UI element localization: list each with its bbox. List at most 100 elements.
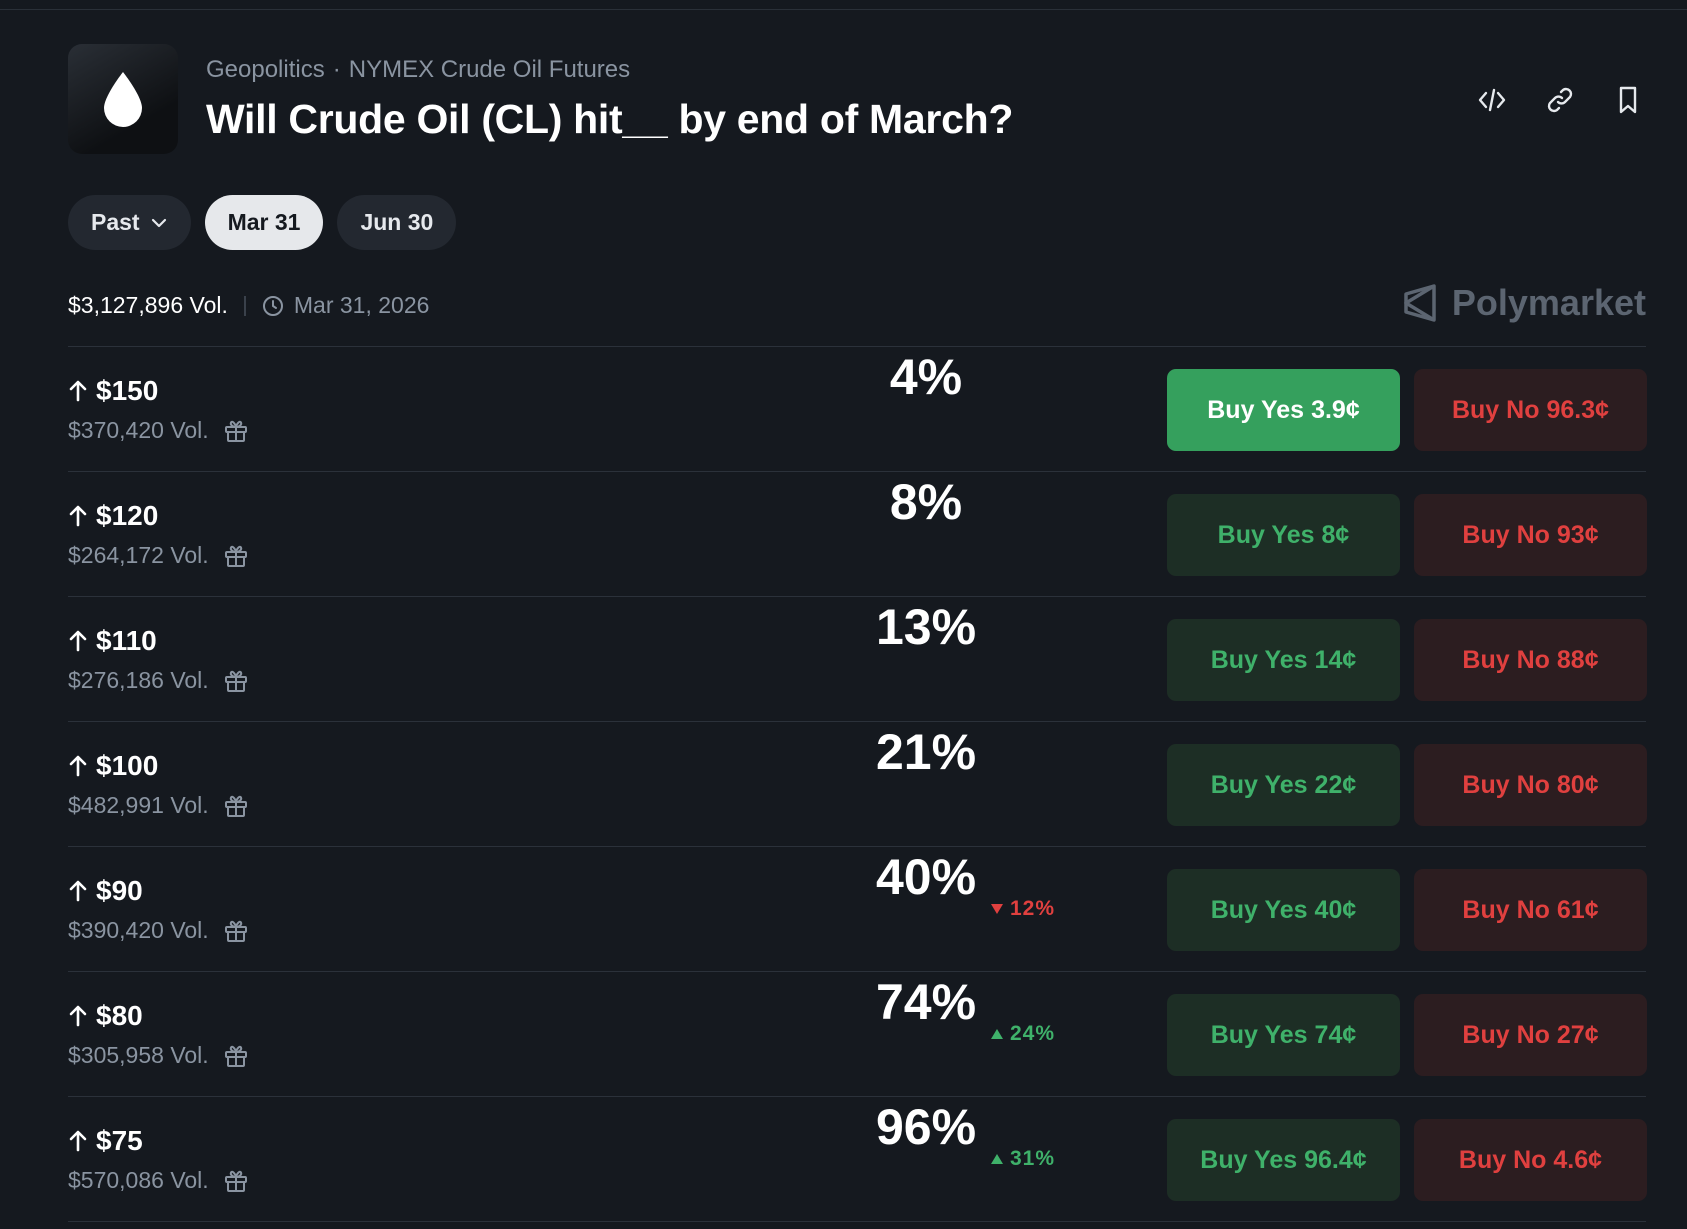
buy-no-button[interactable]: Buy No 4.6¢ <box>1414 1119 1647 1201</box>
strike-price: $150 <box>68 375 158 407</box>
buy-yes-button[interactable]: Buy Yes 14¢ <box>1167 619 1400 701</box>
probability-change: 31% <box>990 1147 1055 1171</box>
brand-name: Polymarket <box>1451 282 1646 323</box>
probability-value: 4% <box>889 349 963 405</box>
buy-no-label: Buy No <box>1458 1145 1547 1174</box>
arrow-up-icon <box>69 1005 87 1027</box>
rewards-button[interactable] <box>223 793 249 819</box>
rewards-button[interactable] <box>223 1168 249 1194</box>
oil-drop-icon <box>104 72 142 127</box>
probability-value: 13% <box>875 599 977 655</box>
strike-price-text: $120 <box>96 500 159 531</box>
buy-no-button[interactable]: Buy No 61¢ <box>1414 869 1647 951</box>
probability-value: 8% <box>889 474 963 530</box>
buy-yes-button[interactable]: Buy Yes 40¢ <box>1167 869 1400 951</box>
buy-yes-price: 74¢ <box>1314 1020 1357 1049</box>
outcome-row[interactable]: $75 $570,086 Vol. 96% 31% Buy Yes 96.4¢ Bu… <box>68 1097 1647 1222</box>
strike-price: $75 <box>68 1125 143 1157</box>
date-filter: Past Mar 31 Jun 30 <box>68 195 457 250</box>
buy-no-button[interactable]: Buy No 88¢ <box>1414 619 1647 701</box>
past-dropdown[interactable]: Past <box>68 195 191 250</box>
outcome-row[interactable]: $100 $482,991 Vol. 21% Buy Yes 22¢ Buy No… <box>68 722 1647 847</box>
gift-icon <box>224 795 247 817</box>
buy-yes-button[interactable]: Buy Yes 3.9¢ <box>1167 369 1400 451</box>
buy-yes-price: 8¢ <box>1321 520 1350 549</box>
buy-yes-button[interactable]: Buy Yes 8¢ <box>1167 494 1400 576</box>
bookmark-button[interactable] <box>1610 82 1646 118</box>
outcome-row[interactable]: $150 $370,420 Vol. 4% Buy Yes 3.9¢ Buy No… <box>68 347 1647 472</box>
date-pill-jun-30[interactable]: Jun 30 <box>337 195 457 250</box>
gift-icon <box>224 420 247 442</box>
buy-no-label: Buy No <box>1462 520 1550 549</box>
strike-price-text: $150 <box>96 375 159 406</box>
end-date: Mar 31, 2026 <box>262 292 430 319</box>
rewards-button[interactable] <box>223 418 249 444</box>
top-divider <box>0 9 1687 10</box>
gift-icon <box>224 545 247 567</box>
breadcrumb-separator: · <box>332 56 341 83</box>
strike-price: $80 <box>68 1000 143 1032</box>
buy-no-button[interactable]: Buy No 80¢ <box>1414 744 1647 826</box>
copy-link-button[interactable] <box>1542 82 1578 118</box>
strike-price-text: $80 <box>96 1000 143 1031</box>
probability-change-value: 31% <box>1010 1147 1056 1170</box>
outcome-volume-text: $482,991 Vol. <box>68 792 209 818</box>
buy-no-label: Buy No <box>1462 895 1550 924</box>
embed-button[interactable] <box>1474 82 1510 118</box>
rewards-button[interactable] <box>223 918 249 944</box>
buy-yes-button[interactable]: Buy Yes 74¢ <box>1167 994 1400 1076</box>
clock-icon <box>262 295 283 316</box>
bookmark-icon <box>1619 86 1637 114</box>
rewards-button[interactable] <box>223 543 249 569</box>
meta-divider <box>243 295 246 316</box>
strike-price: $120 <box>68 500 158 532</box>
triangle-up-icon <box>991 1154 1003 1164</box>
outcome-volume: $276,186 Vol. <box>68 667 249 694</box>
buy-yes-button[interactable]: Buy Yes 22¢ <box>1167 744 1400 826</box>
gift-icon <box>224 920 247 942</box>
page-title: Will Crude Oil (CL) hit__ by end of Marc… <box>206 96 1014 142</box>
outcome-volume-text: $305,958 Vol. <box>68 1042 209 1068</box>
outcome-row[interactable]: $110 $276,186 Vol. 13% Buy Yes 14¢ Buy No… <box>68 597 1647 722</box>
buy-no-button[interactable]: Buy No 96.3¢ <box>1414 369 1647 451</box>
probability-value: 96% <box>875 1099 977 1155</box>
arrow-up-icon <box>69 1130 87 1152</box>
buy-no-label: Buy No <box>1462 1020 1550 1049</box>
polymarket-logo-icon <box>1404 284 1436 322</box>
probability-value: 74% <box>875 974 977 1030</box>
buy-no-price: 96.3¢ <box>1546 395 1610 424</box>
gift-icon <box>224 1045 247 1067</box>
buy-yes-label: Buy Yes <box>1210 770 1308 799</box>
breadcrumb-subcategory[interactable]: NYMEX Crude Oil Futures <box>348 56 631 83</box>
outcome-row[interactable]: $120 $264,172 Vol. 8% Buy Yes 8¢ Buy No 93… <box>68 472 1647 597</box>
outcome-volume: $482,991 Vol. <box>68 792 249 819</box>
arrow-up-icon <box>69 630 87 652</box>
date-pill-mar-31[interactable]: Mar 31 <box>204 195 324 250</box>
buy-yes-button[interactable]: Buy Yes 96.4¢ <box>1167 1119 1400 1201</box>
outcome-volume: $305,958 Vol. <box>68 1042 249 1069</box>
outcome-row[interactable]: $80 $305,958 Vol. 74% 24% Buy Yes 74¢ Buy … <box>68 972 1647 1097</box>
buy-no-price: 80¢ <box>1556 770 1599 799</box>
buy-yes-price: 96.4¢ <box>1304 1145 1367 1174</box>
buy-no-label: Buy No <box>1462 645 1550 674</box>
outcome-row[interactable]: $90 $390,420 Vol. 40% 12% Buy Yes 40¢ Buy … <box>68 847 1647 972</box>
triangle-up-icon <box>991 1029 1003 1039</box>
buy-no-button[interactable]: Buy No 27¢ <box>1414 994 1647 1076</box>
buy-no-price: 27¢ <box>1556 1020 1599 1049</box>
end-date-text: Mar 31, 2026 <box>293 292 430 318</box>
buy-yes-label: Buy Yes <box>1210 1020 1308 1049</box>
arrow-up-icon <box>69 755 87 777</box>
buy-no-button[interactable]: Buy No 93¢ <box>1414 494 1647 576</box>
buy-yes-label: Buy Yes <box>1200 1145 1298 1174</box>
rewards-button[interactable] <box>223 1043 249 1069</box>
buy-yes-label: Buy Yes <box>1207 395 1305 424</box>
buy-no-label: Buy No <box>1462 770 1550 799</box>
market-logo <box>68 44 178 154</box>
buy-no-price: 93¢ <box>1556 520 1599 549</box>
market-meta: $3,127,896 Vol. Mar 31, 2026 <box>68 292 429 319</box>
buy-yes-price: 14¢ <box>1314 645 1357 674</box>
buy-no-price: 4.6¢ <box>1553 1145 1603 1174</box>
rewards-button[interactable] <box>223 668 249 694</box>
embed-code-icon <box>1478 88 1506 112</box>
breadcrumb-category[interactable]: Geopolitics <box>206 56 325 83</box>
